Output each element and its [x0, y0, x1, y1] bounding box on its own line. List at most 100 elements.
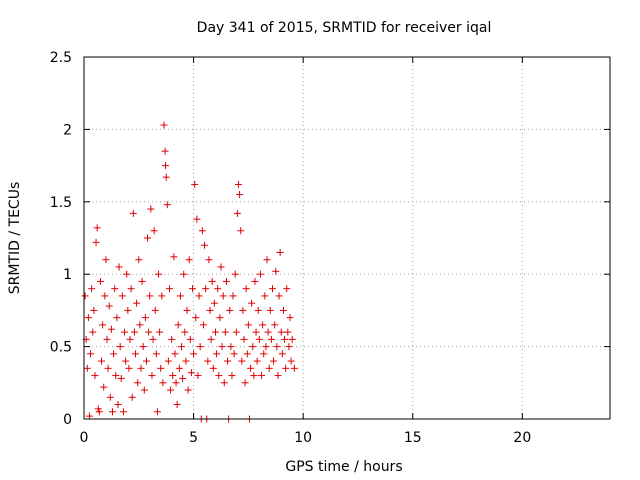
data-point: [148, 372, 156, 380]
data-point: [88, 285, 96, 293]
y-tick-label: 1: [63, 267, 72, 283]
data-point: [227, 343, 235, 351]
axis-ticks: [83, 56, 610, 420]
data-point: [140, 386, 148, 394]
data-point: [240, 335, 248, 343]
data-point: [274, 372, 282, 380]
data-point: [141, 314, 149, 322]
data-point: [275, 292, 283, 300]
data-point: [208, 277, 216, 285]
data-point: [272, 267, 280, 275]
scatter-series: [81, 121, 298, 423]
data-point: [129, 209, 137, 217]
data-point: [155, 270, 163, 278]
data-point: [221, 328, 229, 336]
data-point: [161, 147, 169, 155]
data-point: [134, 379, 142, 387]
data-point: [229, 292, 237, 300]
data-point: [253, 357, 261, 365]
data-point: [144, 234, 152, 242]
x-tick-label: 15: [404, 430, 422, 446]
data-point: [127, 285, 135, 293]
data-point: [233, 209, 241, 217]
data-point: [260, 350, 268, 358]
data-point: [179, 374, 187, 382]
data-point: [167, 386, 175, 394]
data-point: [142, 357, 150, 365]
data-point: [205, 256, 213, 264]
data-point: [156, 328, 164, 336]
y-tick-label: 0: [63, 412, 72, 428]
data-point: [106, 393, 114, 401]
data-point: [101, 292, 109, 300]
data-point: [85, 412, 93, 420]
data-point: [92, 238, 100, 246]
data-point: [139, 343, 147, 351]
data-point: [202, 285, 210, 293]
data-point: [219, 292, 227, 300]
data-point: [118, 292, 126, 300]
data-point: [160, 121, 168, 129]
data-point: [277, 328, 285, 336]
data-point: [273, 343, 281, 351]
data-point: [247, 364, 255, 372]
data-point: [267, 335, 275, 343]
data-point: [111, 285, 119, 293]
data-point: [107, 325, 115, 333]
data-point: [153, 408, 161, 416]
data-point: [232, 328, 240, 336]
x-tick-label: 0: [80, 430, 89, 446]
data-point: [176, 292, 184, 300]
data-point: [228, 372, 236, 380]
data-point: [175, 364, 183, 372]
y-tick-label: 2.5: [50, 50, 72, 66]
data-point: [270, 357, 278, 365]
data-point: [196, 343, 204, 351]
data-point: [151, 306, 159, 314]
data-point: [91, 372, 99, 380]
data-point: [150, 227, 158, 235]
data-point: [158, 292, 166, 300]
data-point: [103, 335, 111, 343]
data-point: [241, 379, 249, 387]
data-point: [119, 408, 127, 416]
data-point: [128, 393, 136, 401]
y-axis-label: SRMTID / TECUs: [7, 182, 23, 295]
data-point: [237, 227, 245, 235]
data-point: [168, 335, 176, 343]
data-point: [186, 335, 194, 343]
data-point: [261, 292, 269, 300]
data-point: [135, 256, 143, 264]
data-point: [251, 277, 259, 285]
data-point: [117, 374, 125, 382]
data-point: [285, 343, 293, 351]
data-point: [110, 350, 118, 358]
data-point: [116, 343, 124, 351]
data-point: [164, 357, 172, 365]
data-point: [124, 306, 132, 314]
data-point: [279, 306, 287, 314]
data-point: [157, 364, 165, 372]
data-point: [81, 292, 89, 300]
data-point: [159, 379, 167, 387]
data-point: [238, 357, 246, 365]
data-point: [172, 379, 180, 387]
data-point: [184, 386, 192, 394]
data-point: [90, 306, 98, 314]
data-point: [174, 321, 182, 329]
data-point: [206, 306, 214, 314]
data-point: [162, 173, 170, 181]
data-point: [145, 328, 153, 336]
x-axis-label: GPS time / hours: [285, 459, 402, 475]
data-point: [287, 357, 295, 365]
data-point: [125, 364, 133, 372]
data-point: [126, 335, 134, 343]
data-point: [192, 314, 200, 322]
data-point: [216, 314, 224, 322]
data-point: [278, 350, 286, 358]
data-point: [87, 350, 95, 358]
data-point: [224, 357, 232, 365]
data-point: [171, 350, 179, 358]
data-point: [182, 357, 190, 365]
data-point: [98, 357, 106, 365]
